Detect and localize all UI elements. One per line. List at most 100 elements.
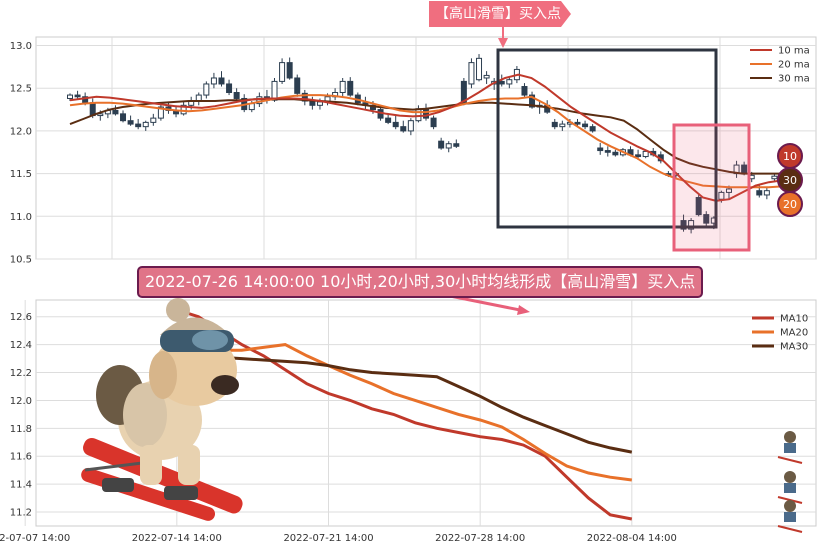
candle-body <box>218 77 225 85</box>
candle-body <box>142 121 149 128</box>
candles <box>67 54 785 234</box>
bottom-x-tick-label: 2022-07-14 14:00 <box>132 533 222 544</box>
candle-body <box>574 121 581 125</box>
candle-body <box>271 80 278 101</box>
candle-body <box>551 121 558 128</box>
bottom-legend: MA10 MA20 MA30 <box>752 314 808 353</box>
bottom-legend-label: MA30 <box>780 342 808 353</box>
top-legend: 10 ma 20 ma 30 ma <box>750 46 810 85</box>
top-legend-label: 30 ma <box>778 74 810 85</box>
bottom-x-tick-label: 2022-07-07 14:00 <box>0 533 70 544</box>
top-y-tick-label: 10.5 <box>10 255 32 266</box>
candle-body <box>180 104 187 115</box>
candle-body <box>763 190 770 196</box>
candle-body <box>294 77 301 94</box>
candle-body <box>112 109 119 115</box>
candle-body <box>74 94 81 98</box>
candle-body <box>210 77 217 85</box>
top-y-tick-label: 13.0 <box>10 41 32 52</box>
bottom-x-axis: 2022-07-07 14:00 2022-07-14 14:00 2022-07-… <box>0 533 677 544</box>
ma10-line <box>69 73 783 202</box>
candle-body <box>453 143 460 147</box>
bottom-y-tick-label: 12.0 <box>10 396 32 407</box>
bottom-y-tick-label: 12.2 <box>10 368 32 379</box>
candle-body <box>559 123 566 128</box>
bottom-y-axis: 11.2 11.4 11.6 11.8 12.0 12.2 12.4 12.6 <box>10 312 32 518</box>
candle-body <box>415 108 422 122</box>
candle-body <box>476 57 483 81</box>
candle-body <box>529 94 536 108</box>
top-y-axis: 10.5 11.0 11.5 12.0 12.5 13.0 <box>10 41 32 265</box>
ma-lines <box>69 73 783 202</box>
bottom-legend-label: MA20 <box>780 328 808 339</box>
candle-body <box>309 100 316 106</box>
candle-body <box>498 80 505 85</box>
signal-banner: 2022-07-26 14:00:00 10小时,20小时,30小时均线形成【高… <box>137 266 704 298</box>
top-y-tick-label: 12.0 <box>10 126 32 137</box>
candle-body <box>97 113 104 117</box>
candle-body <box>301 92 308 102</box>
top-y-tick-label: 11.0 <box>10 212 32 223</box>
ma20-line <box>69 94 783 189</box>
candle-body <box>339 80 346 94</box>
candle-body <box>67 94 73 99</box>
candle-body <box>135 123 142 128</box>
bottom-x-tick-label: 2022-08-04 14:00 <box>587 533 677 544</box>
bottom-legend-label: MA10 <box>780 314 808 325</box>
bottom-x-tick-label: 2022-07-28 14:00 <box>435 533 525 544</box>
top-y-tick-label: 11.5 <box>10 169 32 180</box>
candle-body <box>589 126 596 132</box>
candle-body <box>468 62 475 85</box>
candle-body <box>483 74 490 79</box>
buy-zone-box <box>672 123 751 252</box>
small-skier-icons <box>777 431 803 533</box>
candle-body <box>680 220 687 230</box>
candle-body <box>612 151 619 156</box>
candle-body <box>316 101 323 106</box>
top-legend-label: 20 ma <box>778 60 810 71</box>
candle-body <box>127 120 134 125</box>
candle-body <box>756 190 763 196</box>
candle-body <box>597 147 604 152</box>
skiing-dog-illustration <box>81 298 243 521</box>
top-grid <box>36 37 816 260</box>
candle-body <box>582 123 589 128</box>
bottom-y-tick-label: 11.2 <box>10 508 32 519</box>
candle-body <box>445 143 452 149</box>
ma-line-chart: 11.2 11.4 11.6 11.8 12.0 12.2 12.4 12.6 2022-07… <box>0 294 817 544</box>
candle-body <box>703 214 710 224</box>
candle-body <box>279 62 286 82</box>
candlestick-chart: 10.5 11.0 11.5 12.0 12.5 13.0 10 ma 20 ma 30 ma… <box>10 25 817 266</box>
bottom-x-tick-label: 2022-07-21 14:00 <box>283 533 373 544</box>
candle-body <box>407 120 414 132</box>
candle-body <box>430 117 437 128</box>
candle-body <box>157 106 164 119</box>
candle-body <box>604 150 611 153</box>
candle-body <box>688 220 695 230</box>
bottom-y-tick-label: 11.6 <box>10 452 32 463</box>
bottom-y-tick-label: 12.6 <box>10 312 32 323</box>
candle-body <box>521 86 528 96</box>
candle-body <box>506 79 513 85</box>
badge-ma10-label: 10 <box>783 150 797 163</box>
banner-arrow-head <box>498 38 508 48</box>
candle-body <box>771 175 778 180</box>
candle-body <box>438 140 445 149</box>
mid-banner-arrow-head <box>517 305 530 315</box>
badge-ma20-label: 20 <box>783 198 797 211</box>
candle-body <box>233 92 240 99</box>
bottom-y-tick-label: 12.4 <box>10 340 32 351</box>
candle-body <box>385 117 392 123</box>
candle-body <box>392 121 399 128</box>
ma30-series-line <box>176 352 633 454</box>
candle-body <box>725 188 732 193</box>
candle-body <box>642 150 649 158</box>
bottom-y-tick-label: 11.4 <box>10 480 32 491</box>
badge-ma20 <box>777 191 803 217</box>
top-y-tick-label: 12.5 <box>10 84 32 95</box>
ma30-line <box>69 98 782 175</box>
candle-body <box>150 117 157 123</box>
candle-body <box>120 113 127 122</box>
candle-body <box>203 83 210 96</box>
